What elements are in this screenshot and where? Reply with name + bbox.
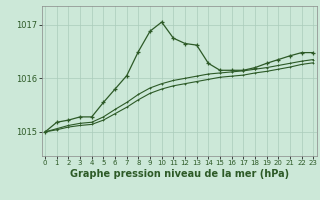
X-axis label: Graphe pression niveau de la mer (hPa): Graphe pression niveau de la mer (hPa) [70,169,289,179]
